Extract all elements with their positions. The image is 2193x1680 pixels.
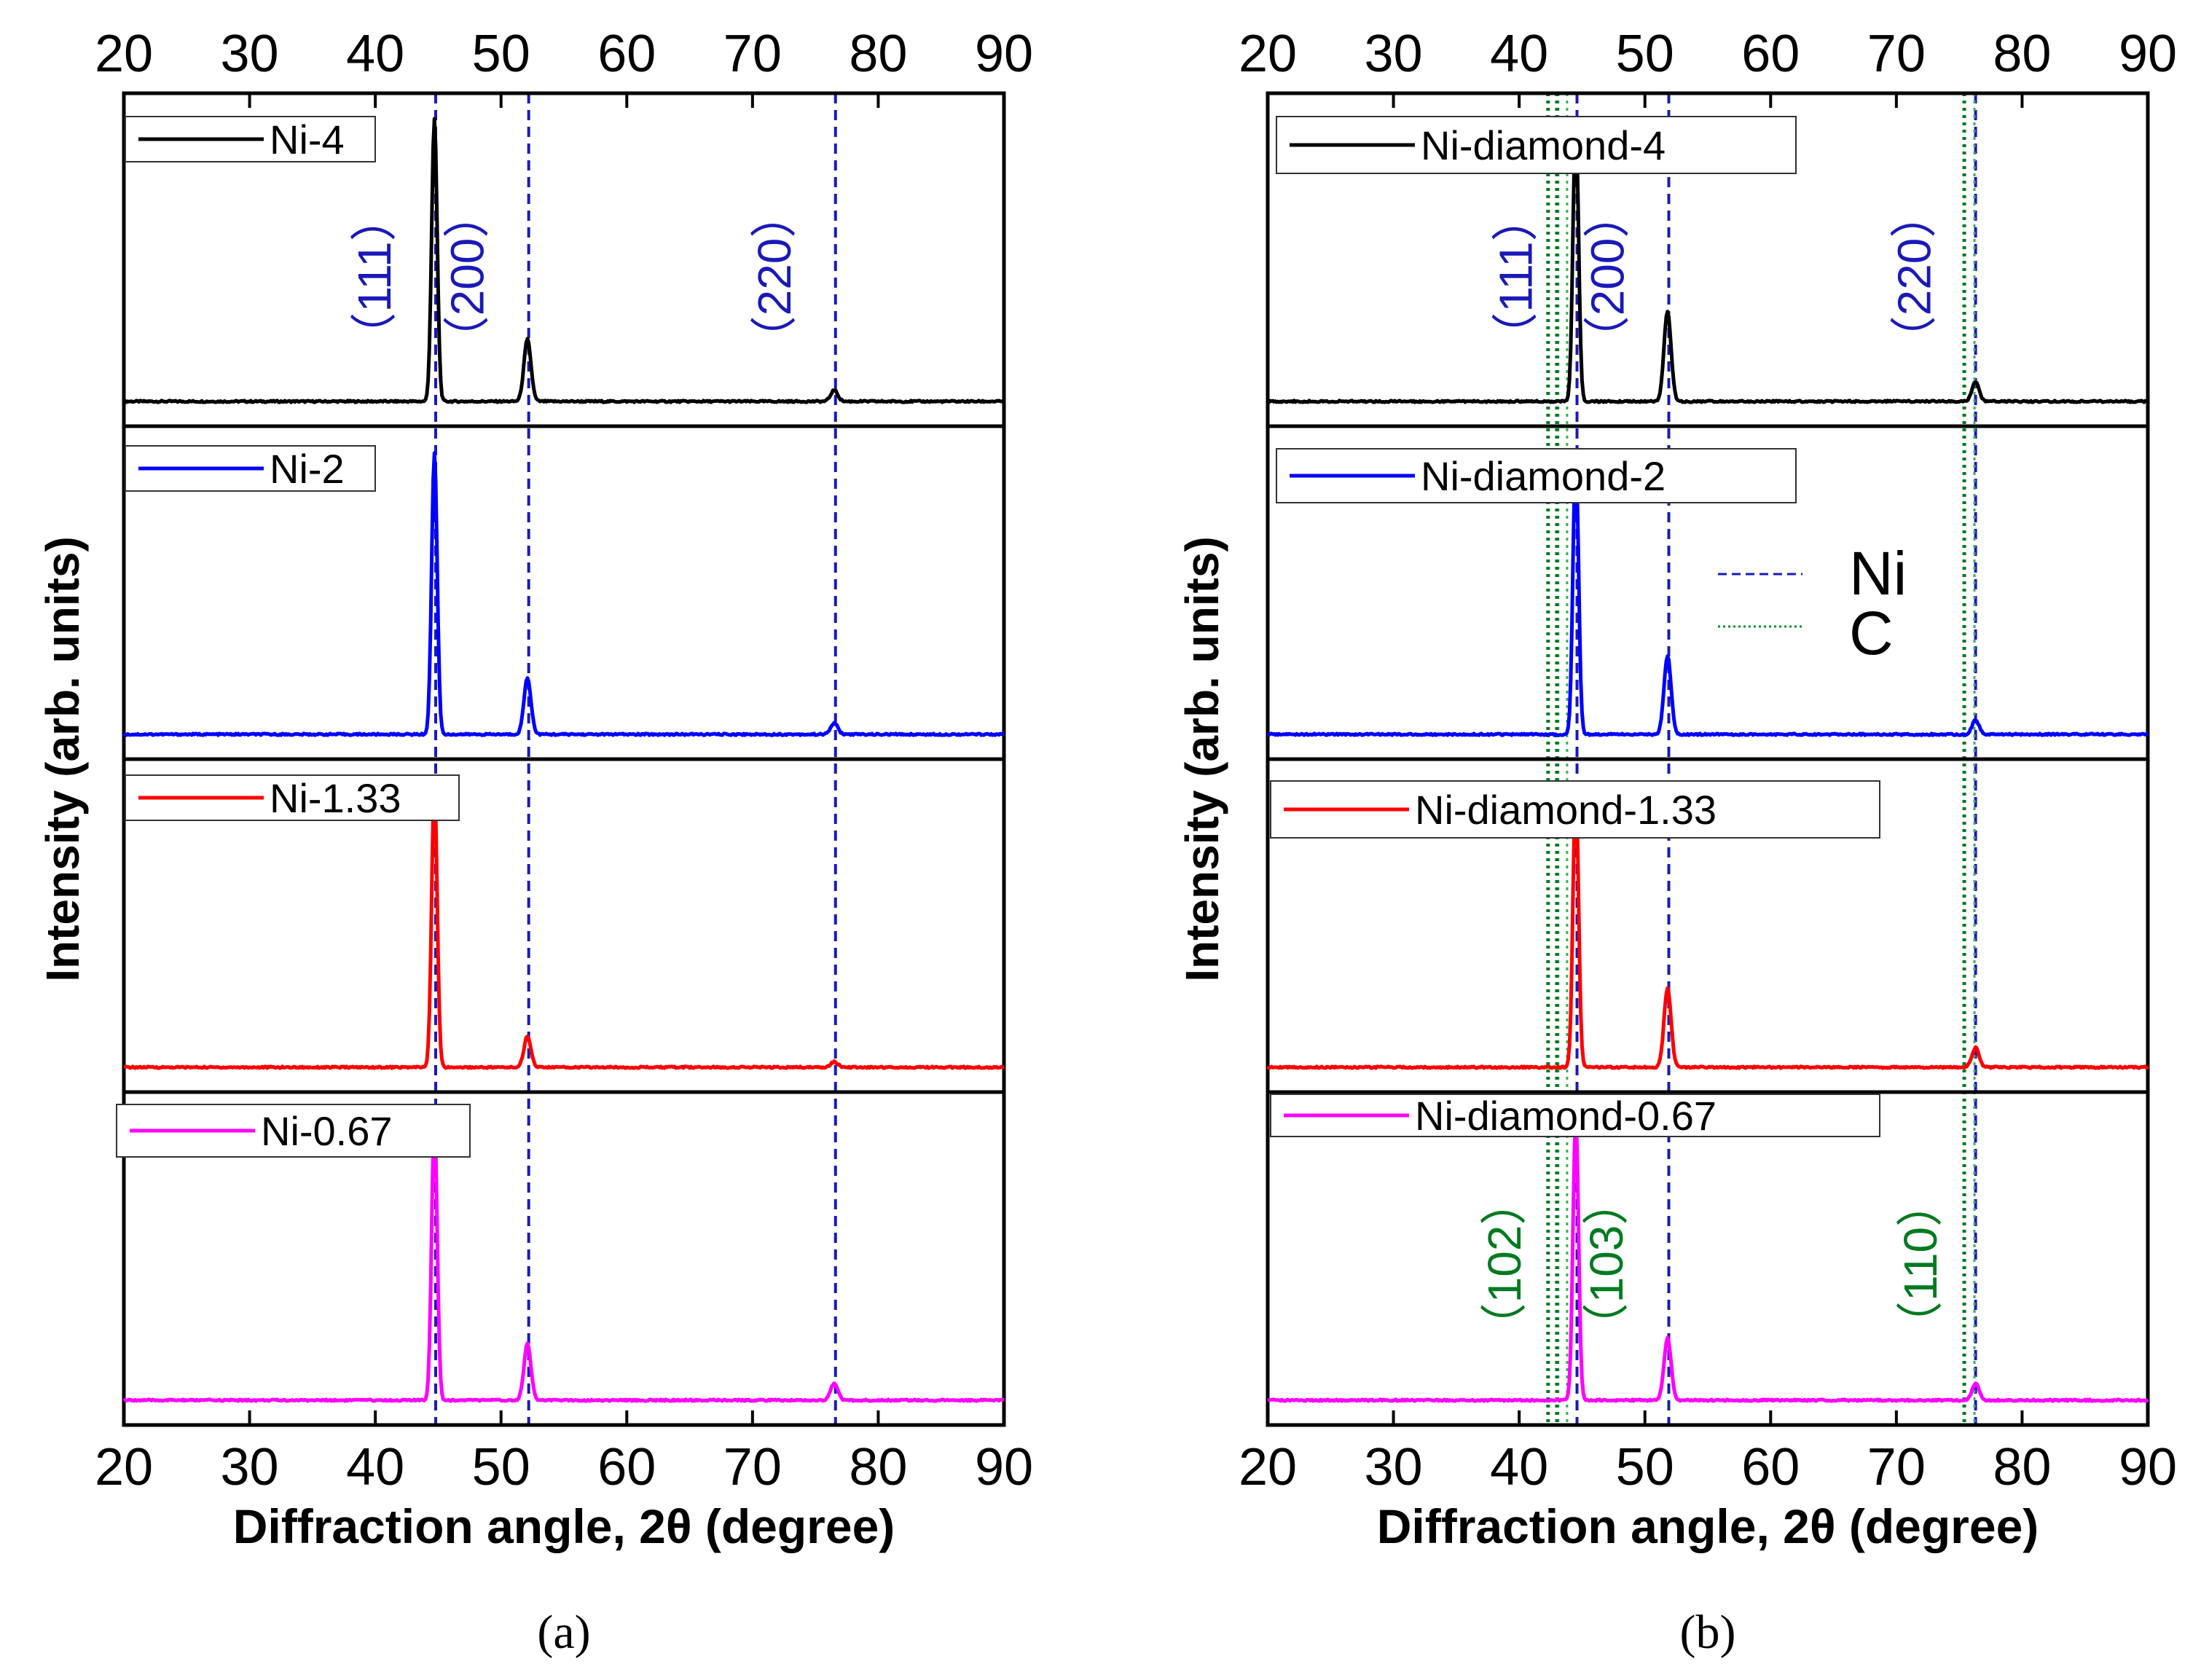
x-tick-label-bottom: 50	[1616, 1438, 1674, 1496]
x-tick-label-top: 30	[1365, 25, 1423, 83]
x-tick-label-top: 70	[723, 25, 782, 83]
x-tick-label-bottom: 80	[849, 1438, 907, 1496]
series-line-a-3	[122, 1116, 1005, 1403]
phase-legend-label-1: C	[1849, 599, 1894, 667]
x-tick-label-top: 40	[346, 25, 404, 83]
miller-index-ni-2: （220）	[748, 192, 801, 363]
x-tick-label-top: 80	[1993, 25, 2051, 83]
chart-panel-b: Ni-diamond-4 Ni-diamond-2 Ni-diamond-1.33 N…	[1176, 25, 2177, 1659]
x-tick-label-bottom: 90	[2119, 1438, 2177, 1496]
x-tick-label-bottom: 50	[472, 1438, 530, 1496]
miller-index-c-4: （103）	[1580, 1179, 1633, 1350]
x-tick-label-bottom: 40	[1490, 1438, 1548, 1496]
x-tick-label-top: 60	[1741, 25, 1800, 83]
phase-legend-label-0: Ni	[1849, 539, 1907, 608]
chart-panel-a: Ni-4 Ni-2 Ni-1.33 Ni-0.67 20 20 30 30 40 40 50 50 60…	[36, 25, 1033, 1659]
x-tick-label-bottom: 80	[1993, 1438, 2051, 1496]
legend-label-a-1: Ni-2	[270, 446, 345, 492]
x-tick-label-top: 60	[597, 25, 656, 83]
x-tick-label-top: 30	[221, 25, 279, 83]
legend-label-b-3: Ni-diamond-0.67	[1415, 1093, 1717, 1139]
subplot-frame-a-3	[122, 1090, 1006, 1427]
x-tick-label-top: 50	[1616, 25, 1674, 83]
legend-label-a-0: Ni-4	[270, 117, 345, 162]
legend-label-b-0: Ni-diamond-4	[1421, 122, 1666, 168]
miller-index-ni-1: （200）	[442, 192, 494, 363]
series-line-a-2	[123, 782, 1005, 1070]
x-tick-label-bottom: 30	[221, 1438, 279, 1496]
x-tick-label-top: 50	[472, 25, 530, 83]
legend-box-b-1	[1276, 448, 1797, 503]
x-tick-label-top: 40	[1490, 25, 1548, 83]
x-tick-label-bottom: 70	[1867, 1438, 1926, 1496]
legend-label-b-2: Ni-diamond-1.33	[1415, 787, 1717, 833]
x-tick-label-top: 80	[849, 25, 907, 83]
miller-index-ni-0: （111）	[1490, 195, 1542, 358]
panel-caption: (b)	[1680, 1606, 1736, 1659]
miller-index-ni-0: （111）	[348, 195, 401, 358]
legend-label-a-2: Ni-1.33	[270, 775, 401, 821]
x-axis-title: Diffraction angle, 2θ (degree)	[1377, 1499, 2039, 1553]
x-tick-label-bottom: 70	[723, 1438, 782, 1496]
x-tick-label-top: 90	[2119, 25, 2177, 83]
legend-label-b-1: Ni-diamond-2	[1421, 453, 1666, 499]
miller-index-ni-2: （220）	[1888, 192, 1941, 363]
series-line-b-0	[1266, 117, 2149, 404]
series-line-a-0	[122, 117, 1005, 404]
x-tick-label-top: 70	[1867, 25, 1926, 83]
x-tick-label-top: 20	[95, 25, 153, 83]
x-tick-label-bottom: 90	[975, 1438, 1033, 1496]
panel-caption: (a)	[537, 1606, 590, 1659]
subplot-frame-b-3	[1266, 1090, 2150, 1427]
x-tick-label-bottom: 40	[346, 1438, 404, 1496]
miller-index-ni-1: （200）	[1582, 192, 1634, 363]
series-line-b-3	[1267, 1115, 2149, 1403]
miller-index-c-5: （110）	[1894, 1180, 1947, 1348]
series-line-b-2	[1266, 783, 2149, 1070]
x-tick-label-bottom: 60	[597, 1438, 656, 1496]
x-tick-label-bottom: 60	[1741, 1438, 1800, 1496]
series-line-b-1	[1266, 450, 2149, 737]
x-axis-title: Diffraction angle, 2θ (degree)	[233, 1499, 895, 1553]
y-axis-title: Intensity (arb. units)	[1176, 536, 1228, 982]
y-axis-title: Intensity (arb. units)	[36, 536, 89, 982]
miller-index-c-3: （102）	[1478, 1179, 1531, 1350]
x-tick-label-bottom: 20	[95, 1438, 153, 1496]
legend-label-a-3: Ni-0.67	[261, 1108, 393, 1154]
x-tick-label-top: 90	[975, 25, 1033, 83]
x-tick-label-bottom: 20	[1239, 1438, 1297, 1496]
series-line-a-1	[122, 451, 1005, 737]
x-tick-label-bottom: 30	[1365, 1438, 1423, 1496]
x-tick-label-top: 20	[1239, 25, 1297, 83]
